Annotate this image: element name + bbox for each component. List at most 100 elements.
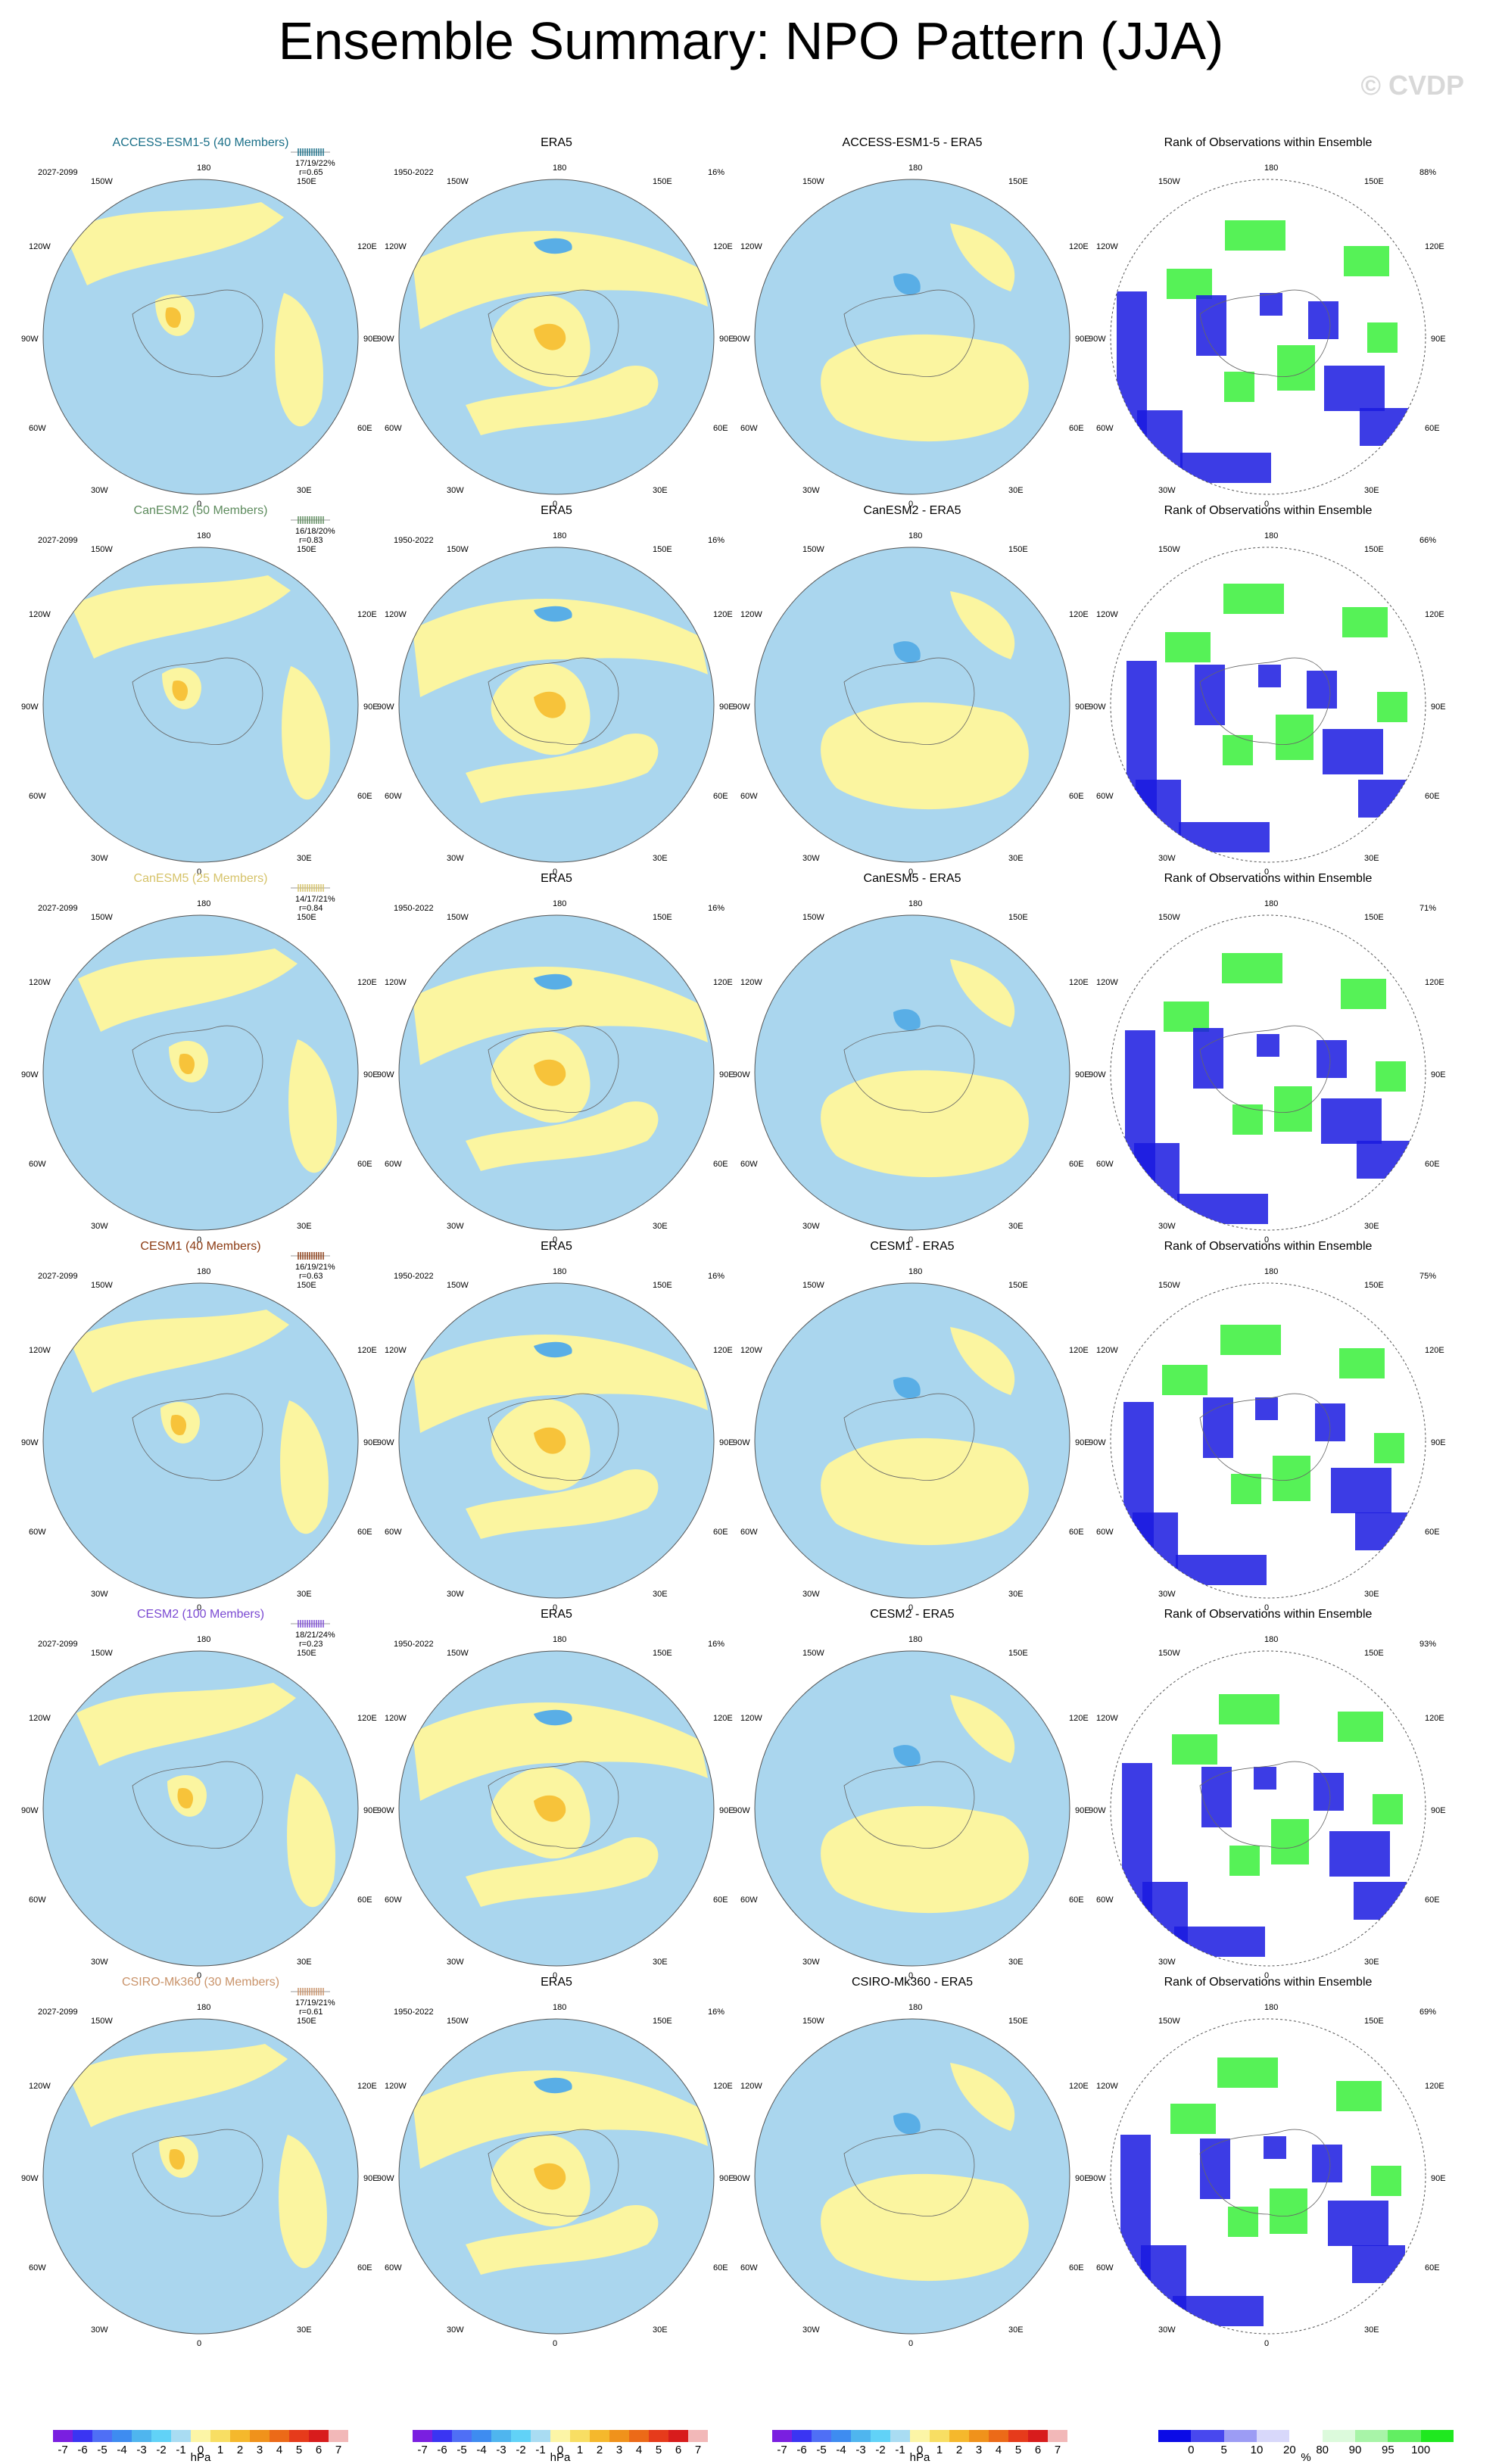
lon-label-lon_90w: 90W (733, 335, 750, 344)
colorbar-swatch (890, 2430, 910, 2442)
lon-label-lon_30w: 30W (447, 854, 464, 863)
coastline (488, 1393, 619, 1481)
lon-label-lon_60w: 60W (385, 2263, 402, 2272)
panel-r2-c0: CanESM5 (25 Members) 2027-2099 14/17/21% r=… (15, 872, 386, 1251)
polar-map (754, 547, 1070, 863)
pattern-stats: 14/17/21% (295, 895, 335, 904)
lon-label-lon_top: 180 (1264, 531, 1279, 540)
colorbar-swatch (191, 2430, 210, 2442)
lon-label-lon_60e: 60E (1425, 424, 1440, 433)
lon-label-lon_60e: 60E (1425, 2263, 1440, 2272)
lon-label-lon_bottom: 0 (197, 1603, 202, 1612)
rank-cell (1165, 632, 1211, 662)
colorbar-swatch (1420, 2430, 1454, 2442)
colorbar-swatch (230, 2430, 250, 2442)
rank-cell (1196, 295, 1226, 356)
positive-anomaly-region (950, 591, 1015, 659)
rank-pct-label: 93% (1419, 1640, 1437, 1649)
panel-r3-c2: CESM1 - ERA5 180 0 150W 150E 120W 120E 90W 90E 60… (727, 1240, 1098, 1618)
positive-anomaly-region (534, 1795, 566, 1822)
rank-cell (1377, 692, 1407, 722)
hpa-colorbar-2: -7 -6 -5 -4 -3 -2 -1 0 1 2 3 4 5 6 7 hPa (413, 2430, 708, 2464)
lon-label-lon_top: 180 (197, 899, 211, 908)
lon-label-lon_90w: 90W (1089, 1806, 1106, 1815)
positive-anomaly-region (950, 1327, 1015, 1395)
lon-label-lon_150w: 150W (447, 1649, 469, 1658)
negative-anomaly-region (893, 273, 921, 295)
lon-label-lon_150e: 150E (653, 913, 672, 922)
polar-map (398, 179, 715, 495)
polar-map (754, 1650, 1070, 1967)
colorbar-swatch (53, 2430, 73, 2442)
lon-label-lon_60w: 60W (1096, 1896, 1114, 1905)
obs-pct-label: 16% (708, 1640, 725, 1649)
rank-cell (1313, 1773, 1344, 1811)
polar-map (42, 2018, 359, 2335)
lon-label-lon_60e: 60E (1425, 792, 1440, 801)
lon-label-lon_120w: 120W (385, 978, 407, 987)
coastline (132, 1393, 263, 1481)
rank-cell (1137, 410, 1183, 478)
colorbar-swatch (151, 2430, 171, 2442)
rank-map (1110, 547, 1426, 863)
positive-anomaly-region (165, 307, 182, 328)
lon-label-lon_150w: 150W (802, 913, 824, 922)
polar-map (42, 1650, 359, 1967)
positive-anomaly-region (466, 366, 659, 435)
rank-cell (1167, 269, 1212, 299)
rank-cell (1374, 1433, 1404, 1463)
negative-anomaly-region (893, 1745, 921, 1767)
lon-label-lon_150e: 150E (297, 1281, 316, 1290)
colorbar-swatch (668, 2430, 688, 2442)
positive-anomaly-region (287, 1774, 335, 1908)
colorbar-tick: -6 (437, 2444, 447, 2456)
lon-label-lon_90e: 90E (1075, 1438, 1090, 1447)
globe-outline (754, 547, 1070, 863)
colorbar-swatch (570, 2430, 590, 2442)
lon-label-lon_150w: 150W (1158, 177, 1180, 186)
lon-label-lon_150w: 150W (802, 177, 824, 186)
lon-label-lon_120w: 120W (385, 1346, 407, 1355)
lon-label-lon_120e: 120E (1425, 2082, 1444, 2091)
lon-label-lon_150e: 150E (1008, 913, 1028, 922)
lon-label-lon_60w: 60W (740, 1896, 758, 1905)
lon-label-lon_150w: 150W (802, 545, 824, 554)
lon-label-lon_top: 180 (1264, 899, 1279, 908)
positive-anomaly-region (950, 959, 1015, 1027)
rank-cell (1232, 1104, 1263, 1135)
lon-label-lon_bottom: 0 (197, 1235, 202, 1244)
rank-title: Rank of Observations within Ensemble (1164, 136, 1373, 149)
lon-label-lon_bottom: 0 (1264, 2339, 1270, 2348)
colorbar-tick: -5 (457, 2444, 467, 2456)
colorbar-swatch (609, 2430, 629, 2442)
lon-label-lon_60e: 60E (1069, 792, 1084, 801)
lon-label-lon_60e: 60E (1069, 1896, 1084, 1905)
lon-label-lon_30e: 30E (653, 1958, 668, 1967)
lon-label-lon_60w: 60W (1096, 424, 1114, 433)
pattern-correlation: r=0.65 (299, 168, 323, 177)
positive-anomaly-region (279, 2135, 327, 2269)
lon-label-lon_150e: 150E (1364, 1649, 1384, 1658)
lon-label-lon_top: 180 (1264, 1635, 1279, 1644)
obs-title: ERA5 (541, 872, 572, 885)
lon-label-lon_top: 180 (908, 164, 923, 173)
colorbar-tick: 2 (236, 2444, 244, 2456)
cvdp-watermark: © CVDP (1360, 70, 1464, 101)
positive-anomaly-region (177, 1788, 194, 1808)
model-title: CSIRO-Mk360 (30 Members) (121, 1976, 280, 1989)
panel-r2-c2: CanESM5 - ERA5 180 0 150W 150E 120W 120E 90W 90E… (727, 872, 1098, 1251)
positive-anomaly-region (950, 223, 1015, 291)
colorbar-tick: 0 (197, 2444, 204, 2456)
lon-label-lon_bottom: 0 (553, 2339, 558, 2348)
lon-label-lon_bottom: 0 (908, 500, 914, 509)
lon-label-lon_90w: 90W (733, 1438, 750, 1447)
lon-label-lon_60w: 60W (385, 1160, 402, 1169)
colorbar-swatch (112, 2430, 132, 2442)
rank-cell (1193, 1028, 1223, 1089)
lon-label-lon_60w: 60W (385, 1896, 402, 1905)
rank-cell (1315, 1403, 1345, 1441)
positive-anomaly-region (76, 1683, 296, 1766)
rank-cell (1229, 1846, 1260, 1876)
globe-outline (1110, 914, 1426, 1231)
lon-label-lon_90e: 90E (1431, 1070, 1446, 1079)
